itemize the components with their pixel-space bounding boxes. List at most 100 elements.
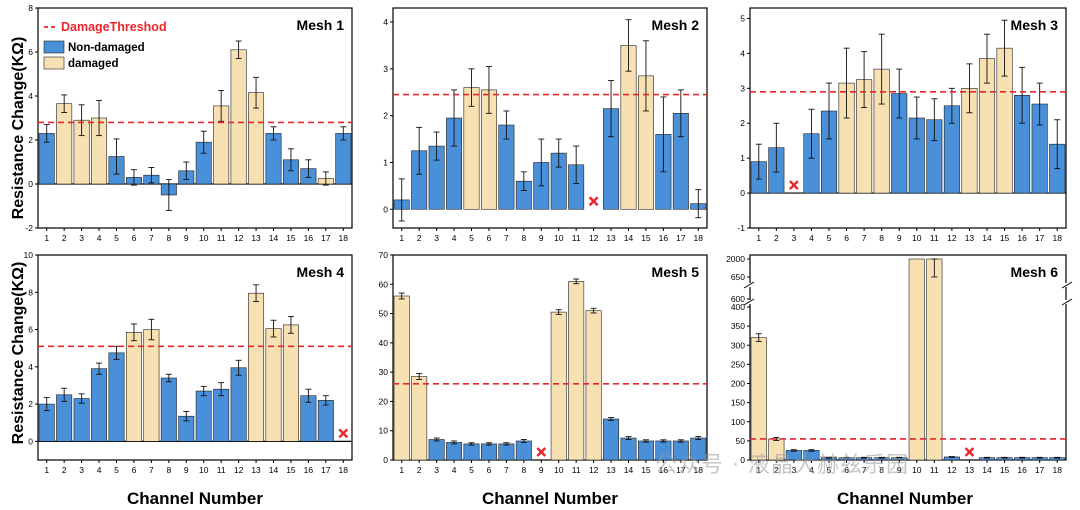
x-tick-label: 4 [809, 233, 814, 243]
axis-break-mark [743, 281, 755, 289]
bar-damaged [56, 103, 73, 185]
bar-damaged [750, 337, 767, 461]
x-tick-label: 10 [912, 465, 922, 475]
x-tick-label: 6 [487, 233, 492, 243]
x-tick-label: 14 [269, 465, 279, 475]
x-tick-label: 15 [1000, 465, 1010, 475]
plot-frame [37, 254, 353, 461]
x-tick-label: 1 [399, 465, 404, 475]
x-tick-label: 9 [897, 233, 902, 243]
legend: DamageThreshod Non-damaged damaged [43, 20, 167, 70]
x-axis-label-1: Channel Number [127, 489, 263, 508]
x-tick-label: 6 [132, 465, 137, 475]
x-tick-label: 8 [521, 233, 526, 243]
y-tick-label: 8 [28, 3, 33, 13]
x-tick-label: 7 [504, 233, 509, 243]
y-tick-label: 4 [28, 362, 33, 372]
x-tick-label: 6 [487, 465, 492, 475]
x-tick-label: 17 [321, 465, 331, 475]
plot-frame [392, 254, 708, 461]
x-tick-label: 9 [539, 233, 544, 243]
x-tick-label: 7 [149, 233, 154, 243]
x-tick-label: 8 [166, 465, 171, 475]
bar-damaged [411, 376, 428, 461]
y-tick-label: 150 [731, 398, 745, 408]
x-tick-label: 12 [234, 465, 244, 475]
missing-channel-icon [536, 447, 547, 457]
bar-non-damaged [335, 133, 352, 185]
x-tick-label: 12 [234, 233, 244, 243]
x-tick-label: 2 [774, 465, 779, 475]
x-tick-label: 10 [199, 233, 209, 243]
x-tick-label: 14 [982, 233, 992, 243]
y-tick-label: 3 [383, 64, 388, 74]
x-tick-label: 3 [79, 465, 84, 475]
y-tick-label: 50 [736, 436, 746, 446]
x-tick-label: 4 [97, 465, 102, 475]
legend-damaged-swatch [43, 56, 65, 70]
x-tick-label: 3 [79, 233, 84, 243]
y-tick-label: 0 [28, 436, 33, 446]
legend-non-damaged-label: Non-damaged [68, 42, 145, 54]
x-tick-label: 13 [606, 465, 616, 475]
x-tick-label: 3 [792, 465, 797, 475]
bar-damaged [568, 281, 585, 461]
x-tick-label: 15 [641, 233, 651, 243]
bar-non-damaged [498, 443, 515, 461]
x-tick-label: 3 [792, 233, 797, 243]
x-tick-label: 15 [286, 233, 296, 243]
bar-damaged [125, 332, 142, 442]
x-tick-label: 12 [947, 465, 957, 475]
x-tick-label: 18 [339, 465, 349, 475]
y-tick-label: 4 [740, 48, 745, 58]
y-axis-label-bottom: Resistance Change(KΩ) [10, 262, 27, 445]
x-tick-label: 7 [149, 465, 154, 475]
x-tick-label: 13 [251, 233, 261, 243]
legend-damaged-label: damaged [68, 58, 119, 70]
y-tick-label: 2 [28, 399, 33, 409]
x-tick-label: 16 [1017, 233, 1027, 243]
x-tick-label: 6 [844, 233, 849, 243]
x-tick-label: 11 [572, 465, 581, 475]
y-tick-label: 1 [383, 157, 388, 167]
bar-non-damaged [603, 418, 620, 461]
x-tick-label: 8 [521, 465, 526, 475]
y-axis-label-top: Resistance Change(KΩ) [10, 37, 27, 220]
x-tick-label: 7 [862, 233, 867, 243]
y-tick-label: 20 [379, 396, 389, 406]
y-tick-label: 100 [731, 417, 745, 427]
panel-title: Mesh 3 [1011, 17, 1059, 33]
x-tick-label: 11 [572, 233, 581, 243]
y-tick-label: 0 [740, 455, 745, 465]
x-tick-label: 12 [947, 233, 957, 243]
x-tick-label: 5 [114, 465, 119, 475]
y-tick-label: 650 [731, 272, 745, 282]
bar-non-damaged [620, 437, 637, 461]
x-tick-label: 5 [469, 233, 474, 243]
legend-threshold-label: DamageThreshod [61, 20, 167, 34]
x-tick-label: 13 [965, 465, 975, 475]
x-tick-label: 13 [251, 465, 261, 475]
y-tick-label: -1 [737, 223, 745, 233]
y-tick-label: 70 [379, 250, 389, 260]
axis-break-mark [743, 298, 755, 306]
plot-frame [392, 7, 708, 229]
watermark: 公众号 · 液晶大赫兹乐园 [655, 453, 909, 478]
x-tick-label: 6 [844, 465, 849, 475]
bar-non-damaged [515, 440, 532, 461]
y-tick-label: 2 [740, 118, 745, 128]
axis-break-gap [744, 300, 756, 304]
x-tick-label: 4 [809, 465, 814, 475]
y-tick-label: 0 [28, 179, 33, 189]
x-tick-label: 12 [589, 233, 599, 243]
axis-break-gap [1060, 300, 1072, 304]
x-tick-label: 14 [624, 465, 634, 475]
x-tick-label: 16 [659, 233, 669, 243]
x-tick-label: 4 [97, 233, 102, 243]
bar-non-damaged [195, 390, 212, 442]
